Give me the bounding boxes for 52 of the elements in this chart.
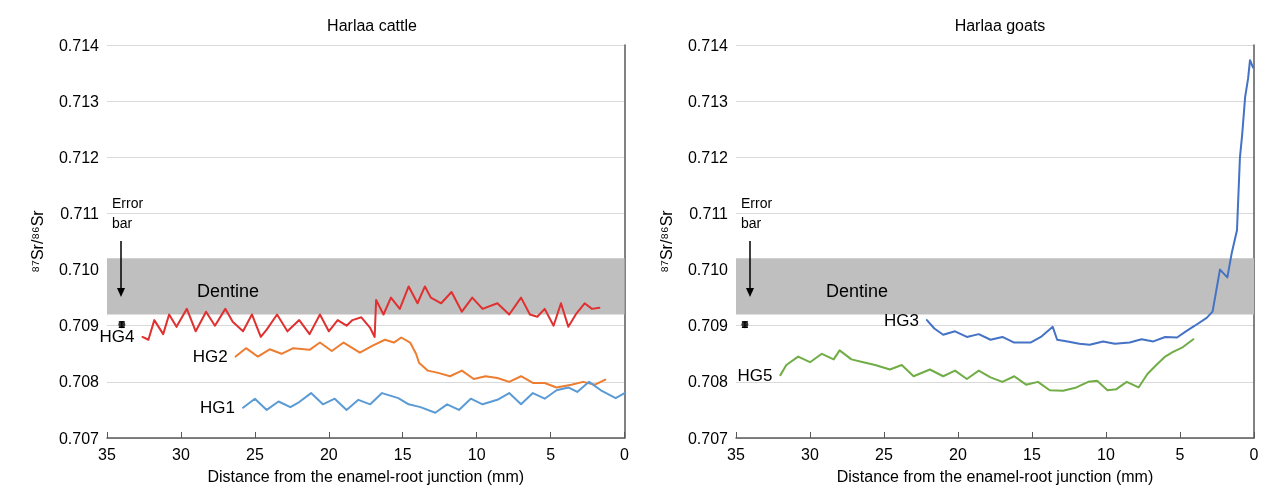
- band-label: Dentine: [826, 281, 889, 302]
- y-axis-title: ⁸⁷Sr/⁸⁶Sr: [657, 209, 675, 273]
- chart-title: Harlaa cattle: [327, 16, 418, 34]
- annotation: Error bar: [741, 195, 773, 231]
- band-label: Dentine: [197, 281, 260, 302]
- y-tick-label: 0.708: [687, 373, 729, 391]
- y-tick-label: 0.709: [58, 317, 100, 335]
- x-tick-label: 25: [875, 445, 893, 463]
- x-tick-label: 30: [801, 445, 819, 463]
- y-tick-label: 0.710: [687, 261, 729, 279]
- series-label: HG2: [192, 347, 228, 367]
- series-label: HG3: [883, 310, 919, 330]
- y-tick-label: 0.710: [58, 261, 100, 279]
- x-tick-label: 5: [546, 445, 556, 463]
- y-tick-label: 0.709: [687, 317, 729, 335]
- y-tick-label: 0.707: [687, 429, 729, 447]
- y-tick-label: 0.712: [687, 148, 729, 166]
- y-tick-label: 0.713: [687, 92, 729, 110]
- x-tick-label: 20: [319, 445, 338, 463]
- x-tick-label: 5: [1175, 445, 1185, 463]
- x-tick-label: 0: [620, 445, 630, 463]
- annotation: Error bar: [112, 195, 144, 231]
- series-label: HG5: [737, 365, 773, 385]
- line-series: [779, 338, 1195, 392]
- x-tick-label: 0: [1249, 445, 1259, 463]
- line-series: [242, 380, 626, 414]
- x-tick-label: 10: [467, 445, 486, 463]
- x-tick-label: 25: [245, 445, 264, 463]
- x-axis-title: Distance from the enamel-root junction (mm): [207, 467, 525, 485]
- y-tick-label: 0.711: [60, 204, 100, 222]
- x-axis-title: Distance from the enamel-root junction (mm): [836, 467, 1154, 485]
- y-tick-label: 0.712: [58, 148, 100, 166]
- y-axis-title: ⁸⁷Sr/⁸⁶Sr: [28, 209, 46, 273]
- x-tick-label: 30: [172, 445, 190, 463]
- line-series: [141, 285, 601, 341]
- y-tick-label: 0.714: [58, 36, 100, 54]
- y-tick-label: 0.708: [58, 373, 100, 391]
- x-tick-label: 35: [727, 445, 745, 463]
- series-label: HG4: [99, 327, 135, 347]
- line-series: [234, 336, 607, 389]
- y-tick-label: 0.707: [58, 429, 100, 447]
- x-tick-label: 15: [393, 445, 412, 463]
- y-tick-label: 0.713: [58, 92, 100, 110]
- x-tick-label: 20: [949, 445, 967, 463]
- y-tick-label: 0.714: [687, 36, 729, 54]
- series-label: HG1: [200, 398, 236, 418]
- x-tick-label: 15: [1023, 445, 1041, 463]
- line-series: [925, 59, 1254, 346]
- chart-title: Harlaa goats: [954, 16, 1046, 34]
- y-tick-label: 0.711: [689, 204, 729, 222]
- x-tick-label: 35: [98, 445, 116, 463]
- x-tick-label: 10: [1097, 445, 1115, 463]
